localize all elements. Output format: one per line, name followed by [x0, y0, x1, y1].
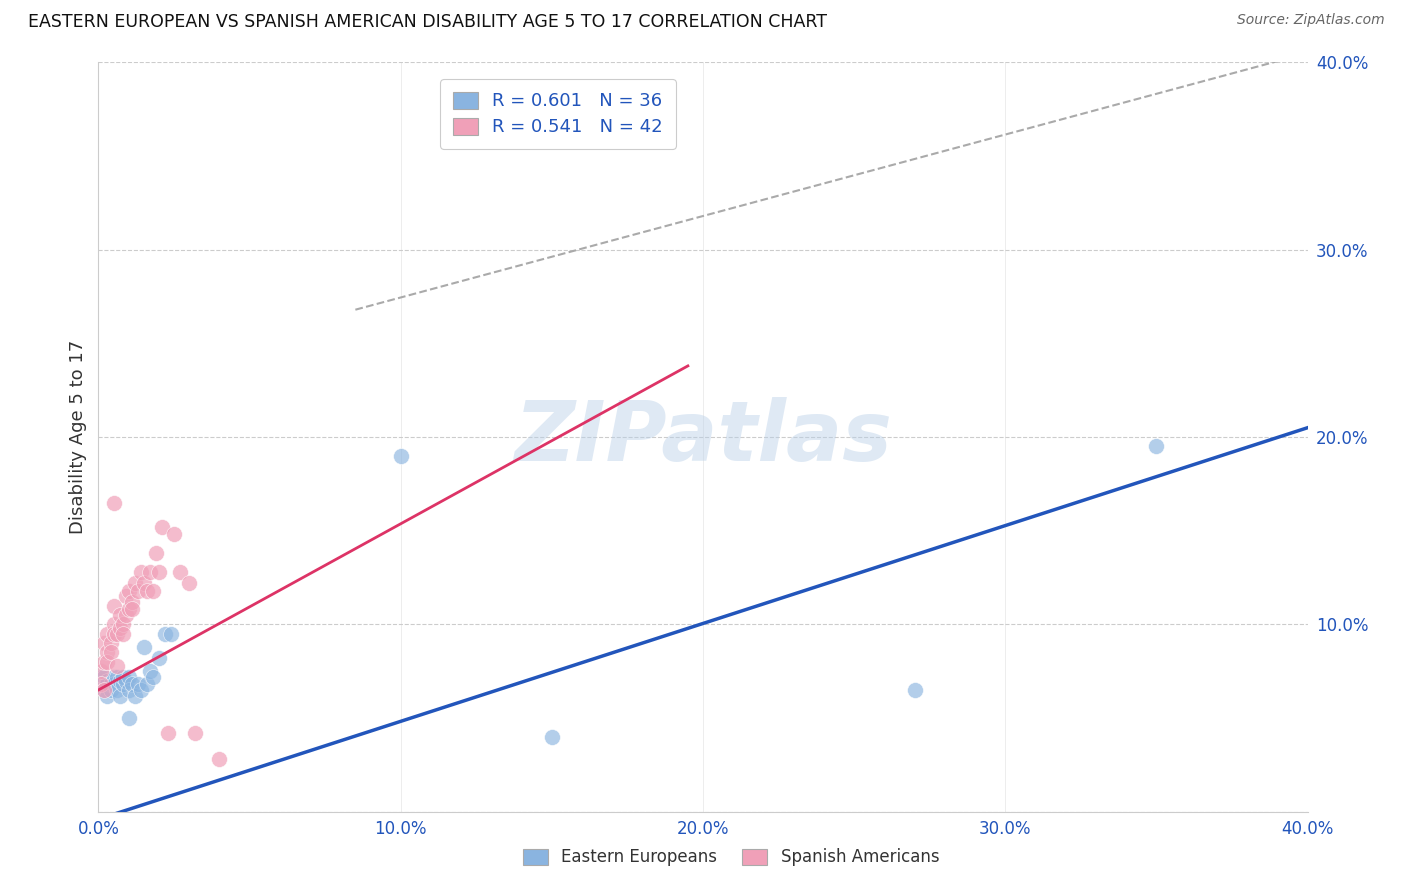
Point: [90, 664, 112, 679]
Point: [124, 689, 146, 703]
Point: [96, 655, 118, 669]
Point: [93, 683, 115, 698]
Point: [105, 626, 128, 640]
Point: [145, 546, 167, 560]
Point: [163, 527, 186, 541]
Point: [179, 576, 201, 591]
Legend: R = 0.601   N = 36, R = 0.541   N = 42: R = 0.601 N = 36, R = 0.541 N = 42: [440, 79, 676, 149]
Point: [96, 673, 118, 688]
Point: [100, 683, 122, 698]
Point: [129, 683, 152, 698]
Text: Source: ZipAtlas.com: Source: ZipAtlas.com: [1237, 13, 1385, 28]
Point: [135, 677, 157, 691]
Point: [103, 599, 125, 613]
Point: [111, 626, 134, 640]
Point: [105, 670, 128, 684]
Point: [111, 670, 134, 684]
Point: [100, 677, 122, 691]
Point: [150, 520, 173, 534]
Point: [96, 689, 118, 703]
Point: [114, 673, 136, 688]
Point: [108, 621, 131, 635]
Point: [160, 626, 183, 640]
Point: [108, 673, 131, 688]
Point: [540, 730, 562, 744]
Point: [114, 608, 136, 623]
Point: [156, 726, 179, 740]
Point: [103, 496, 125, 510]
Point: [111, 677, 134, 691]
Point: [118, 711, 141, 725]
Point: [132, 640, 155, 654]
Text: ZIPatlas: ZIPatlas: [515, 397, 891, 477]
Y-axis label: Disability Age 5 to 17: Disability Age 5 to 17: [69, 340, 87, 534]
Point: [96, 626, 118, 640]
Point: [184, 726, 207, 740]
Point: [904, 683, 927, 698]
Point: [129, 565, 152, 579]
Point: [127, 677, 149, 691]
Point: [108, 608, 131, 623]
Point: [142, 583, 165, 598]
Point: [118, 602, 141, 616]
Point: [142, 670, 165, 684]
Point: [1144, 440, 1167, 453]
Point: [148, 651, 170, 665]
Point: [118, 583, 141, 598]
Point: [90, 670, 112, 684]
Point: [100, 646, 122, 660]
Point: [121, 677, 143, 691]
Point: [118, 683, 141, 698]
Point: [118, 670, 141, 684]
Point: [389, 449, 412, 463]
Point: [127, 583, 149, 598]
Point: [93, 636, 115, 650]
Point: [108, 689, 131, 703]
Point: [90, 677, 112, 691]
Point: [139, 565, 162, 579]
Point: [90, 677, 112, 691]
Point: [103, 617, 125, 632]
Point: [103, 677, 125, 691]
Point: [93, 670, 115, 684]
Point: [103, 626, 125, 640]
Point: [135, 583, 157, 598]
Point: [103, 670, 125, 684]
Point: [93, 655, 115, 669]
Point: [100, 636, 122, 650]
Point: [139, 664, 162, 679]
Point: [93, 683, 115, 698]
Point: [153, 626, 176, 640]
Point: [132, 576, 155, 591]
Point: [96, 646, 118, 660]
Point: [121, 602, 143, 616]
Point: [114, 590, 136, 604]
Point: [105, 658, 128, 673]
Point: [121, 595, 143, 609]
Point: [96, 677, 118, 691]
Point: [124, 576, 146, 591]
Point: [111, 617, 134, 632]
Point: [105, 683, 128, 698]
Point: [148, 565, 170, 579]
Point: [169, 565, 191, 579]
Text: EASTERN EUROPEAN VS SPANISH AMERICAN DISABILITY AGE 5 TO 17 CORRELATION CHART: EASTERN EUROPEAN VS SPANISH AMERICAN DIS…: [28, 13, 827, 31]
Point: [208, 752, 231, 766]
Legend: Eastern Europeans, Spanish Americans: Eastern Europeans, Spanish Americans: [515, 840, 948, 875]
